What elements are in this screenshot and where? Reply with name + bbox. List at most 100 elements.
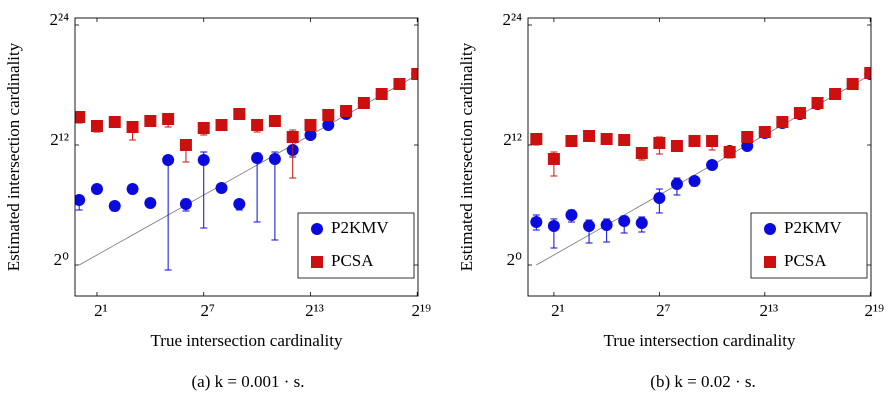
legend-label: PCSA [784, 251, 827, 270]
point [108, 200, 121, 213]
point [583, 220, 596, 233]
point [251, 118, 264, 131]
legend-marker [311, 223, 323, 235]
point [179, 197, 192, 210]
point [653, 136, 666, 149]
y-tick-label: 2²⁴ [502, 10, 522, 29]
x-tick-label: 2⁷ [656, 301, 671, 320]
error-bar [164, 158, 172, 271]
point [846, 77, 859, 90]
legend-label: P2KMV [784, 218, 842, 237]
point [179, 138, 192, 151]
y-tick-label: 2⁰ [507, 250, 523, 269]
axes-frame [527, 17, 872, 297]
point [565, 134, 578, 147]
point [215, 181, 228, 194]
point [758, 126, 771, 139]
x-axis-label: True intersection cardinality [604, 331, 796, 350]
y-tick-label: 2¹² [50, 130, 69, 149]
point [162, 153, 175, 166]
point [688, 134, 701, 147]
caption: (a) k = 0.001 · s. [192, 372, 305, 391]
point [162, 112, 175, 125]
point [340, 104, 353, 117]
point [600, 218, 613, 231]
point [706, 158, 719, 171]
point [197, 121, 210, 134]
point [108, 115, 121, 128]
y-axis-label: Estimated intersection cardinality [457, 42, 476, 271]
point [776, 115, 789, 128]
point [741, 130, 754, 143]
point [233, 107, 246, 120]
y-tick-label: 2⁰ [54, 250, 70, 269]
x-tick-label: 2¹³ [305, 301, 324, 320]
point [618, 133, 631, 146]
point [618, 215, 631, 228]
point [864, 66, 871, 79]
caption: (b) k = 0.02 · s. [650, 372, 755, 391]
point [75, 110, 86, 123]
point [811, 96, 824, 109]
point [215, 118, 228, 131]
point [411, 67, 418, 80]
point [653, 191, 666, 204]
point [90, 119, 103, 132]
point [304, 128, 317, 141]
point [268, 152, 281, 165]
plot-area [530, 66, 871, 266]
point [741, 140, 754, 153]
axes-frame [74, 17, 419, 297]
point [829, 87, 842, 100]
point [793, 106, 806, 119]
point [90, 182, 103, 195]
point [530, 132, 543, 145]
x-tick-label: 2¹⁹ [864, 301, 884, 320]
point [197, 153, 210, 166]
point [251, 151, 264, 164]
point [600, 132, 613, 145]
x-tick-label: 2¹³ [759, 301, 778, 320]
x-tick-label: 2¹ [94, 301, 108, 320]
point [126, 182, 139, 195]
point [322, 118, 335, 131]
legend-label: P2KMV [331, 218, 389, 237]
y-tick-label: 2²⁴ [49, 10, 69, 29]
legend-label: PCSA [331, 251, 374, 270]
point [565, 208, 578, 221]
point [322, 108, 335, 121]
point [635, 216, 648, 229]
point [583, 129, 596, 142]
point [357, 96, 370, 109]
legend-marker [311, 256, 323, 268]
point [268, 114, 281, 127]
plot-area [75, 67, 418, 271]
legend-marker [764, 256, 776, 268]
y-axis-label: Estimated intersection cardinality [4, 42, 23, 271]
point [304, 118, 317, 131]
point [706, 134, 719, 147]
point [286, 130, 299, 143]
point [375, 87, 388, 100]
point [723, 146, 736, 159]
point [688, 174, 701, 187]
x-tick-label: 2⁷ [201, 301, 216, 320]
point [547, 152, 560, 165]
error-bar [271, 151, 279, 241]
x-axis-label: True intersection cardinality [151, 331, 343, 350]
point [393, 77, 406, 90]
point [144, 197, 157, 210]
point [75, 194, 86, 206]
point [126, 120, 139, 133]
point [670, 178, 683, 191]
point [635, 146, 648, 159]
legend-marker [764, 223, 776, 235]
point [670, 140, 683, 153]
point [233, 197, 246, 210]
x-tick-label: 2¹⁹ [411, 301, 431, 320]
x-tick-label: 2¹ [551, 301, 565, 320]
point [530, 215, 543, 228]
y-tick-label: 2¹² [503, 130, 522, 149]
